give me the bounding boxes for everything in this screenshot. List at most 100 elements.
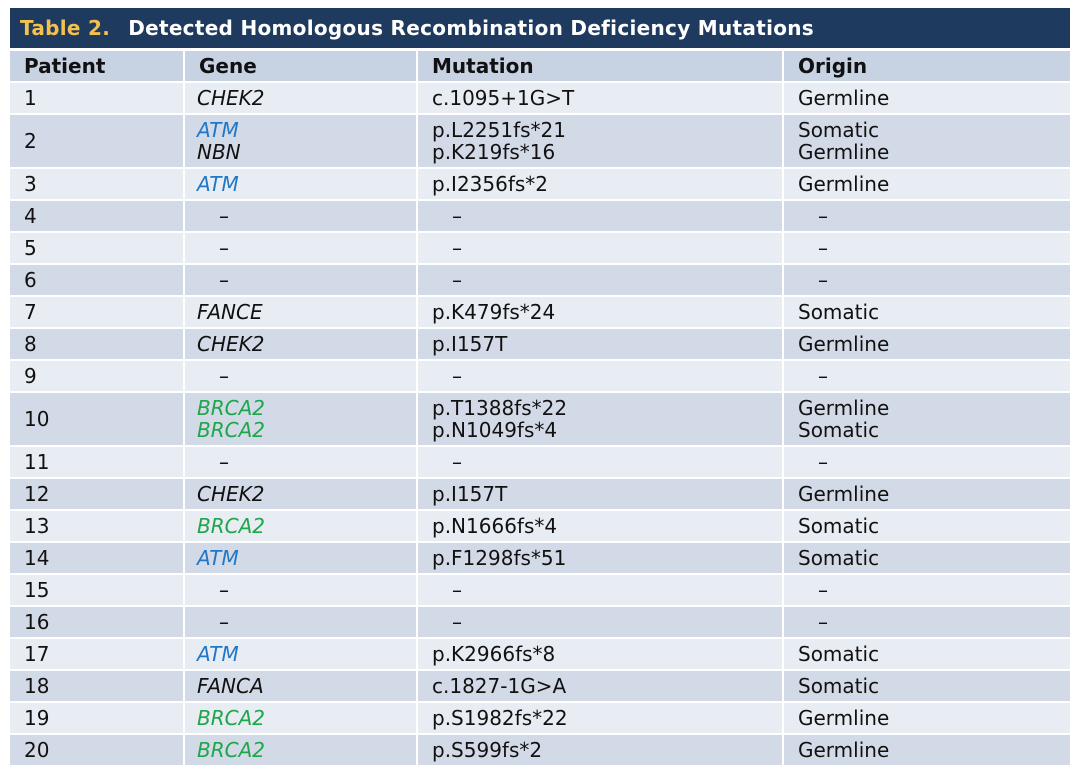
cell-gene-text: BRCA2 (197, 514, 265, 538)
cell-origin-text: Somatic (798, 418, 880, 442)
cell-gene: ATM (185, 543, 418, 575)
header-row: Patient Gene Mutation Origin (10, 51, 1070, 83)
cell-origin: – (784, 201, 1070, 233)
cell-origin: Germline (784, 329, 1070, 361)
cell-gene: ATM (185, 169, 418, 201)
cell-gene-text: BRCA2 (197, 738, 265, 762)
cell-mutation: – (418, 201, 784, 233)
cell-gene-text: BRCA2 (197, 418, 265, 442)
cell-mutation-text: c.1095+1G>T (432, 86, 575, 110)
cell-gene-text: CHEK2 (197, 86, 265, 110)
cell-mutation-text: – (452, 450, 462, 474)
table-row: 14 ATM p.F1298fs*51 Somatic (10, 543, 1070, 575)
cell-mutation-text: p.T1388fs*22 (432, 396, 568, 420)
cell-gene-text: – (219, 578, 229, 602)
cell-gene: ATM (185, 639, 418, 671)
cell-mutation: – (418, 607, 784, 639)
cell-origin-text: Germline (798, 738, 890, 762)
cell-gene-text: ATM (197, 172, 239, 196)
cell-mutation: – (418, 233, 784, 265)
cell-gene-text: ATM (197, 546, 239, 570)
cell-origin: Somatic (784, 543, 1070, 575)
cell-patient: 18 (10, 671, 185, 703)
table-row: 20 BRCA2 p.S599fs*2 Germline (10, 735, 1070, 767)
cell-gene: – (185, 575, 418, 607)
cell-mutation: p.I2356fs*2 (418, 169, 784, 201)
cell-gene: – (185, 447, 418, 479)
cell-gene-text: BRCA2 (197, 396, 265, 420)
cell-origin-text: Germline (798, 706, 890, 730)
cell-gene: BRCA2 (185, 511, 418, 543)
cell-mutation-text: p.I157T (432, 332, 508, 356)
table-title: Detected Homologous Recombination Defici… (128, 16, 815, 40)
cell-origin-text: – (818, 204, 828, 228)
table-row: 1 CHEK2 c.1095+1G>T Germline (10, 83, 1070, 115)
cell-gene: ATM NBN (185, 115, 418, 169)
cell-gene-text: BRCA2 (197, 706, 265, 730)
cell-gene: CHEK2 (185, 329, 418, 361)
cell-mutation-text: p.I157T (432, 482, 508, 506)
table-row: 11 – – – (10, 447, 1070, 479)
cell-origin: – (784, 607, 1070, 639)
cell-patient: 4 (10, 201, 185, 233)
table-number: Table 2. (20, 16, 111, 40)
cell-gene-text: – (219, 236, 229, 260)
cell-origin-text: – (818, 578, 828, 602)
cell-mutation-text: c.1827-1G>A (432, 674, 567, 698)
cell-gene-text: – (219, 364, 229, 388)
cell-origin: Germline (784, 735, 1070, 767)
cell-origin: – (784, 233, 1070, 265)
cell-mutation: p.N1666fs*4 (418, 511, 784, 543)
cell-origin-text: Germline (798, 482, 890, 506)
cell-mutation-text: – (452, 364, 462, 388)
cell-patient: 14 (10, 543, 185, 575)
cell-gene-text: ATM (197, 642, 239, 666)
cell-mutation-text: – (452, 578, 462, 602)
cell-patient: 6 (10, 265, 185, 297)
cell-origin-text: Somatic (798, 514, 880, 538)
cell-patient: 10 (10, 393, 185, 447)
cell-mutation-text: p.L2251fs*21 (432, 118, 567, 142)
cell-origin-text: Germline (798, 86, 890, 110)
cell-mutation: – (418, 265, 784, 297)
cell-patient: 17 (10, 639, 185, 671)
cell-origin-text: Germline (798, 396, 890, 420)
cell-mutation: – (418, 361, 784, 393)
table-row: 4 – – – (10, 201, 1070, 233)
cell-mutation: p.S1982fs*22 (418, 703, 784, 735)
cell-origin: Germline Somatic (784, 393, 1070, 447)
cell-mutation: p.K479fs*24 (418, 297, 784, 329)
cell-origin-text: Somatic (798, 300, 880, 324)
table-row: 13 BRCA2 p.N1666fs*4 Somatic (10, 511, 1070, 543)
cell-gene: – (185, 265, 418, 297)
cell-mutation: p.L2251fs*21 p.K219fs*16 (418, 115, 784, 169)
table-title-bar: Table 2. Detected Homologous Recombinati… (10, 8, 1070, 51)
cell-mutation-text: – (452, 268, 462, 292)
cell-patient: 12 (10, 479, 185, 511)
cell-origin: Somatic (784, 639, 1070, 671)
table-row: 16 – – – (10, 607, 1070, 639)
cell-origin-text: – (818, 268, 828, 292)
cell-gene: – (185, 201, 418, 233)
cell-origin-text: – (818, 450, 828, 474)
cell-patient: 15 (10, 575, 185, 607)
cell-patient: 2 (10, 115, 185, 169)
cell-origin-text: Somatic (798, 674, 880, 698)
cell-patient: 5 (10, 233, 185, 265)
cell-mutation: p.T1388fs*22 p.N1049fs*4 (418, 393, 784, 447)
cell-patient: 1 (10, 83, 185, 115)
cell-origin: – (784, 265, 1070, 297)
cell-gene-text: FANCE (197, 300, 263, 324)
table-row: 5 – – – (10, 233, 1070, 265)
table-row: 9 – – – (10, 361, 1070, 393)
table-row: 7 FANCE p.K479fs*24 Somatic (10, 297, 1070, 329)
cell-origin: Germline (784, 169, 1070, 201)
cell-mutation-text: p.K479fs*24 (432, 300, 556, 324)
cell-gene: – (185, 233, 418, 265)
cell-patient: 3 (10, 169, 185, 201)
cell-mutation: p.F1298fs*51 (418, 543, 784, 575)
cell-mutation: p.I157T (418, 329, 784, 361)
cell-mutation: c.1095+1G>T (418, 83, 784, 115)
cell-patient: 7 (10, 297, 185, 329)
cell-origin-text: Somatic (798, 642, 880, 666)
